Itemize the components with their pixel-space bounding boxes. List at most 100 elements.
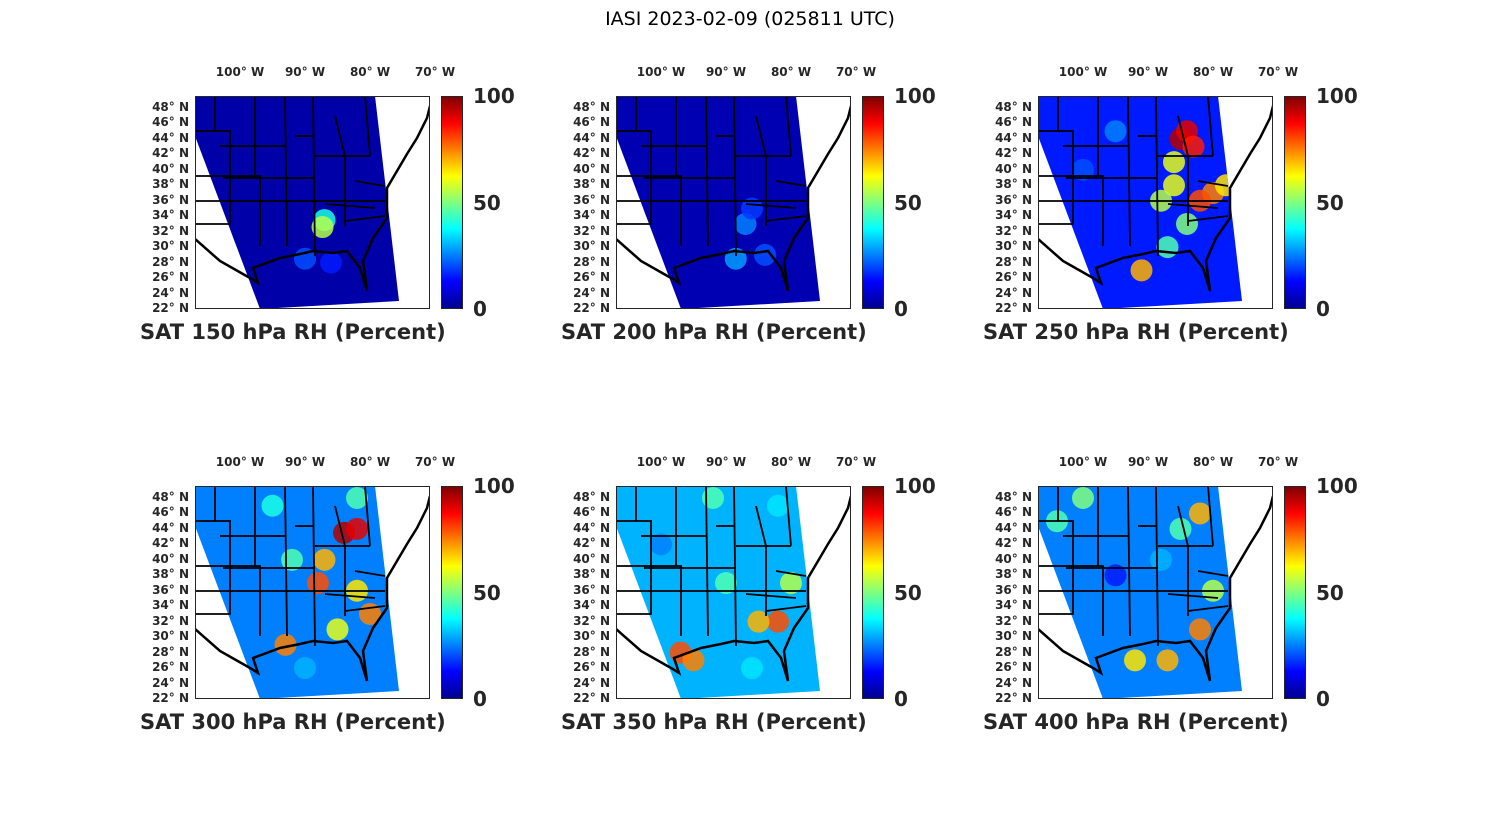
lat-tick-label: 34° N	[995, 208, 1032, 223]
rh-data-point	[346, 487, 368, 509]
rh-data-point	[780, 572, 802, 595]
lon-tick-label: 100° W	[1058, 65, 1108, 79]
lon-tick-label: 100° W	[636, 455, 686, 469]
coastline	[1038, 495, 1273, 682]
lat-tick-label: 24° N	[573, 285, 610, 300]
colorbar-tick-label: 0	[1316, 687, 1330, 711]
rh-map	[616, 96, 851, 309]
figure-title: IASI 2023-02-09 (025811 UTC)	[605, 8, 895, 30]
lat-tick-label: 22° N	[573, 300, 610, 315]
lat-tick-label: 26° N	[573, 660, 610, 675]
colorbar-tick-label: 0	[473, 297, 487, 321]
map-panel: 100° W 90° W 80° W 70° W 48° N 46° N 44° N 42° …	[561, 60, 982, 360]
panel-title: SAT 350 hPa RH (Percent)	[561, 710, 867, 734]
panel-title: SAT 400 hPa RH (Percent)	[983, 710, 1289, 734]
lon-tick-label: 100° W	[215, 65, 265, 79]
lat-tick-label: 24° N	[995, 675, 1032, 690]
lat-tick-label: 46° N	[995, 505, 1032, 520]
lat-tick-label: 24° N	[573, 675, 610, 690]
colorbar-tick-label: 100	[1316, 474, 1358, 498]
lat-tick-label: 34° N	[573, 208, 610, 223]
lat-tick-label: 42° N	[152, 536, 189, 551]
panel-title: SAT 150 hPa RH (Percent)	[140, 320, 446, 344]
rh-data-point	[1189, 618, 1211, 641]
lat-tick-label: 48° N	[995, 490, 1032, 504]
rh-data-layer	[294, 209, 342, 274]
lat-tick-label: 44° N	[152, 130, 189, 145]
lat-tick-label: 38° N	[995, 567, 1032, 582]
lat-tick-label: 32° N	[995, 223, 1032, 238]
coastline	[195, 495, 430, 682]
state-border	[1038, 486, 1229, 647]
rh-data-point	[313, 548, 336, 571]
rh-data-point	[747, 610, 770, 633]
state-border	[616, 486, 807, 647]
rh-data-point	[702, 487, 724, 509]
lat-tick-label: 48° N	[995, 100, 1032, 114]
rh-data-point	[274, 633, 297, 656]
lon-tick-label: 70° W	[414, 65, 456, 79]
lat-tick-label: 46° N	[573, 505, 610, 520]
map-frame	[195, 96, 430, 309]
rh-data-point	[1130, 259, 1153, 282]
lat-tick-label: 36° N	[573, 192, 610, 207]
rh-data-point	[724, 247, 747, 270]
lat-tick-label: 40° N	[995, 161, 1032, 176]
lat-tick-label: 44° N	[573, 130, 610, 145]
lon-tick-label: 90° W	[705, 455, 747, 469]
lat-tick-label: 46° N	[573, 115, 610, 130]
lon-tick-label: 90° W	[1127, 455, 1169, 469]
panel-title: SAT 200 hPa RH (Percent)	[561, 320, 867, 344]
colorbar-tick-label: 100	[1316, 84, 1358, 108]
lat-tick-label: 34° N	[995, 598, 1032, 613]
lat-tick-label: 38° N	[152, 177, 189, 192]
lat-tick-label: 28° N	[152, 644, 189, 659]
rh-data-layer	[650, 487, 802, 680]
rh-data-point	[754, 243, 776, 266]
colorbar-tick-label: 50	[894, 580, 922, 605]
lat-tick-label: 46° N	[152, 505, 189, 520]
lon-tick-label: 80° W	[1192, 65, 1234, 79]
map-panel: 100° W 90° W 80° W 70° W 48° N 46° N 44° N 42° …	[983, 450, 1404, 750]
lat-tick-label: 46° N	[995, 115, 1032, 130]
lat-tick-label: 34° N	[152, 598, 189, 613]
lon-tick-label: 100° W	[215, 455, 265, 469]
coastline	[1038, 105, 1273, 292]
panel-title: SAT 250 hPa RH (Percent)	[983, 320, 1289, 344]
lat-tick-label: 44° N	[152, 520, 189, 535]
lat-tick-label: 24° N	[152, 675, 189, 690]
lat-tick-label: 38° N	[573, 177, 610, 192]
lon-tick-label: 80° W	[1192, 455, 1234, 469]
colorbar-tick-label: 100	[894, 84, 936, 108]
lat-tick-label: 22° N	[152, 300, 189, 315]
lon-tick-label: 90° W	[284, 65, 326, 79]
lon-tick-label: 80° W	[770, 65, 812, 79]
lat-tick-label: 34° N	[152, 208, 189, 223]
lat-tick-label: 38° N	[573, 567, 610, 582]
lon-tick-label: 70° W	[414, 455, 456, 469]
map-panel: 100° W 90° W 80° W 70° W 48° N 46° N 44° N 42° …	[561, 450, 982, 750]
rh-data-point	[1072, 487, 1094, 509]
map-frame	[1038, 486, 1273, 699]
colorbar-tick-label: 50	[1316, 190, 1344, 215]
lat-tick-label: 30° N	[573, 629, 610, 644]
rh-data-point	[311, 216, 334, 239]
lon-tick-label: 100° W	[636, 65, 686, 79]
rh-data-layer	[724, 197, 776, 270]
rh-data-point	[320, 251, 342, 274]
rh-map	[195, 96, 430, 309]
colorbar-tick-label: 0	[894, 687, 908, 711]
colorbar-tick-label: 0	[894, 297, 908, 321]
lat-tick-label: 40° N	[573, 161, 610, 176]
lat-tick-label: 46° N	[152, 115, 189, 130]
rh-map	[616, 486, 851, 699]
colorbar-tick-label: 100	[473, 84, 515, 108]
colorbar	[441, 486, 463, 699]
lat-tick-label: 28° N	[995, 644, 1032, 659]
rh-data-point	[767, 610, 789, 633]
colorbar-tick-label: 100	[473, 474, 515, 498]
lat-tick-label: 42° N	[573, 536, 610, 551]
lat-tick-label: 26° N	[995, 270, 1032, 285]
lat-tick-label: 48° N	[573, 490, 610, 504]
lat-tick-label: 38° N	[152, 567, 189, 582]
